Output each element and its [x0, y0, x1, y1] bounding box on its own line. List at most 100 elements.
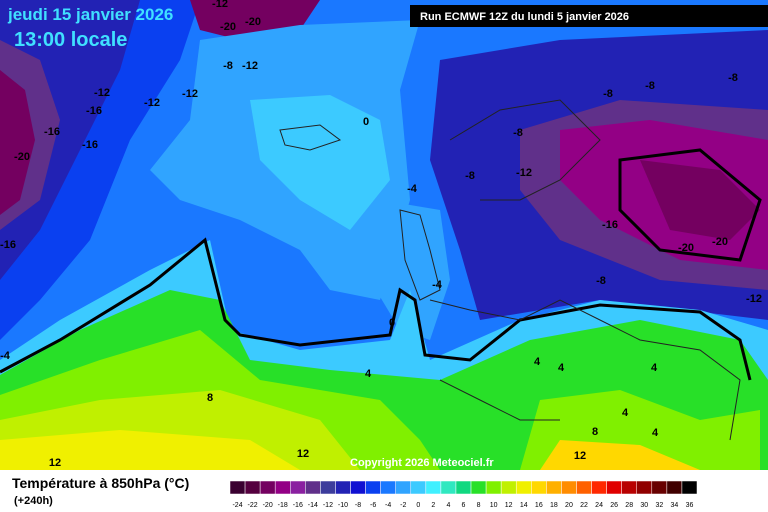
legend-swatch	[500, 480, 517, 495]
contour-label: 12	[297, 448, 309, 460]
region	[0, 430, 300, 470]
legend-swatch	[606, 480, 622, 495]
legend-swatch	[621, 480, 637, 495]
legend-swatch	[576, 480, 592, 495]
legend-tick-label: 14	[520, 502, 528, 509]
legend-tick-label: -24	[232, 502, 242, 509]
isotherm	[618, 148, 762, 262]
coastline	[449, 99, 601, 201]
legend-tick-label: 28	[625, 502, 633, 509]
contour-label: 12	[574, 450, 586, 462]
contour-label: -8	[465, 170, 475, 182]
contour-label: -12	[242, 60, 258, 72]
contour-label: -8	[645, 80, 655, 92]
legend-swatch	[485, 480, 502, 495]
legend-swatch	[350, 480, 366, 495]
contour-label: 4	[622, 407, 629, 419]
contour-label: -12	[746, 293, 762, 305]
legend-tick-label: -12	[323, 502, 333, 509]
contour-label: -8	[728, 72, 738, 84]
legend-tick-label: 26	[610, 502, 618, 509]
contour-label: 0	[363, 116, 369, 128]
legend-tick-label: 32	[655, 502, 663, 509]
region	[640, 160, 760, 240]
map-date: jeudi 15 janvier 2026	[7, 5, 173, 24]
contour-label: -16	[82, 139, 98, 151]
contour-label: -8	[603, 88, 613, 100]
legend-swatch	[561, 480, 577, 495]
legend-swatch	[531, 480, 547, 495]
legend-swatch	[290, 480, 306, 495]
legend-swatch	[305, 480, 321, 495]
legend-swatch	[546, 480, 562, 495]
legend-swatch	[259, 480, 276, 495]
legend-swatch	[244, 480, 261, 495]
coastline	[429, 299, 741, 441]
legend-tick-label: 22	[580, 502, 588, 509]
contour-label: 4	[652, 427, 659, 439]
contour-label: 8	[207, 392, 213, 404]
footer-lead: (+240h)	[14, 495, 53, 507]
legend-swatch	[470, 480, 487, 495]
contour-label: -16	[44, 126, 60, 138]
legend-swatch	[651, 480, 668, 495]
legend-swatch	[229, 480, 246, 495]
legend-swatch	[636, 480, 653, 495]
contour-label: 4	[365, 368, 372, 380]
legend-tick-label: 10	[490, 502, 498, 509]
legend-tick-label: 4	[446, 502, 450, 509]
legend-tick-label: -20	[263, 502, 273, 509]
region	[0, 70, 35, 215]
legend-swatch	[455, 480, 472, 495]
legend-tick-label: -22	[248, 502, 258, 509]
run-box	[410, 5, 768, 27]
map	[0, 0, 768, 470]
contour-label: -12	[212, 0, 228, 10]
legend-tick-label: 0	[416, 502, 420, 509]
region	[250, 95, 390, 230]
legend-swatch	[395, 480, 412, 495]
legend-tick-label: 36	[686, 502, 694, 509]
region	[540, 440, 700, 470]
contour-label: -12	[182, 88, 198, 100]
legend-swatch	[591, 480, 607, 495]
legend-tick-label: -6	[370, 502, 376, 509]
contour-label: -8	[596, 275, 606, 287]
contour-label: -4	[407, 183, 418, 195]
coastline	[279, 124, 342, 151]
legend-tick-label: 16	[535, 502, 543, 509]
coastline	[399, 209, 441, 301]
zero-isotherm	[0, 237, 752, 381]
legend-swatch	[425, 480, 442, 495]
contour-label: -8	[513, 127, 523, 139]
legend-tick-label: 8	[477, 502, 481, 509]
legend-swatch	[380, 480, 396, 495]
legend-tick-label: 30	[640, 502, 648, 509]
legend-tick-label: 24	[595, 502, 603, 509]
legend-swatch	[335, 480, 351, 495]
legend-tick-label: 20	[565, 502, 573, 509]
legend-tick-label: -14	[308, 502, 318, 509]
contour-label: -12	[516, 167, 532, 179]
contour-label: 8	[592, 426, 598, 438]
legend-tick-label: -18	[278, 502, 288, 509]
legend-swatch	[666, 480, 683, 495]
legend-tick-label: -10	[338, 502, 348, 509]
contour-label: -20	[14, 151, 30, 163]
legend-swatch	[681, 480, 698, 495]
contour-labels: -12 -20 -20 -8 -12 -12 -12 -12 -16 -16 -16 -20 0 -8 -8…	[0, 0, 762, 469]
legend-swatch	[320, 480, 336, 495]
contour-label: -16	[602, 219, 618, 231]
map-time: 13:00 locale	[14, 29, 127, 51]
legend-swatch	[515, 480, 532, 495]
contour-label: -12	[144, 97, 160, 109]
legend-swatch	[274, 480, 291, 495]
legend-tick-label: -2	[400, 502, 406, 509]
legend-swatch	[440, 480, 457, 495]
contour-label: 4	[558, 362, 565, 374]
legend-tick-label: -16	[293, 502, 303, 509]
contour-label: 4	[651, 362, 658, 374]
contour-label: 4	[534, 356, 541, 368]
legend-tick-label: 18	[550, 502, 558, 509]
